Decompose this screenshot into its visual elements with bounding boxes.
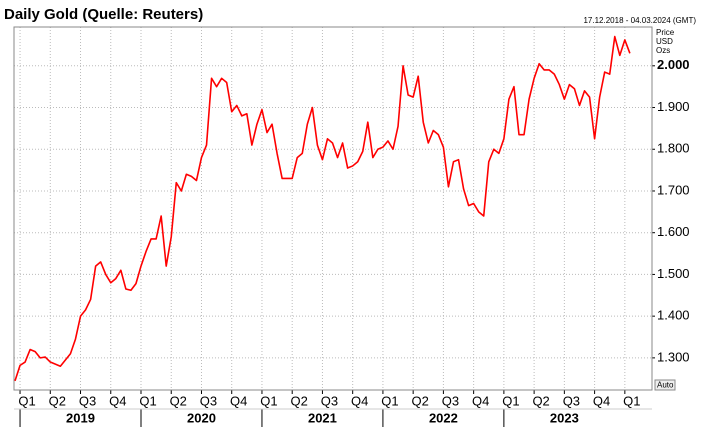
x-tick-label: Q3 (79, 393, 96, 408)
date-range: 17.12.2018 - 04.03.2024 (GMT) (583, 16, 696, 25)
y-label: Ozs (656, 46, 670, 55)
x-tick-label: Q1 (381, 393, 398, 408)
plot-frame (13, 26, 653, 391)
x-tick-label: Q1 (139, 393, 156, 408)
x-tick-label: Q1 (18, 393, 35, 408)
x-tick-label: Q4 (593, 393, 610, 408)
chart-title: Daily Gold (Quelle: Reuters) (4, 6, 203, 23)
x-tick-label: Q1 (502, 393, 519, 408)
x-tick-label: Q2 (170, 393, 187, 408)
y-label: Price (656, 28, 675, 37)
y-label: USD (656, 37, 673, 46)
x-tick-label: Q1 (623, 393, 640, 408)
x-tick-label: Q4 (351, 393, 368, 408)
x-group-label: 2021 (308, 410, 337, 425)
y-tick-label: 1.600 (657, 224, 690, 239)
y-tick-label: 1.800 (657, 141, 690, 156)
x-group-label: 2020 (187, 410, 216, 425)
x-tick-label: Q2 (291, 393, 308, 408)
x-tick-label: Q2 (411, 393, 428, 408)
x-group-label: 2023 (550, 410, 579, 425)
x-group-label: 2022 (429, 410, 458, 425)
y-tick-label: 1.500 (657, 266, 690, 281)
auto-button[interactable] (654, 379, 676, 391)
y-tick-label: 1.900 (657, 99, 690, 114)
x-group-label: 2019 (66, 410, 95, 425)
y-tick-label: 1.300 (657, 349, 690, 364)
x-tick-label: Q3 (321, 393, 338, 408)
x-tick-label: Q4 (230, 393, 247, 408)
x-tick-label: Q3 (200, 393, 217, 408)
x-tick-label: Q1 (260, 393, 277, 408)
x-tick-label: Q2 (49, 393, 66, 408)
y-tick-label: 1.400 (657, 308, 690, 323)
auto-button-label[interactable]: Auto (657, 381, 674, 390)
x-tick-label: Q4 (472, 393, 489, 408)
price-line (14, 35, 631, 382)
x-tick-label: Q3 (563, 393, 580, 408)
x-tick-label: Q4 (109, 393, 126, 408)
x-tick-label: Q2 (532, 393, 549, 408)
y-tick-label: 2.000 (657, 57, 690, 72)
y-tick-label: 1.700 (657, 182, 690, 197)
x-tick-label: Q3 (442, 393, 459, 408)
